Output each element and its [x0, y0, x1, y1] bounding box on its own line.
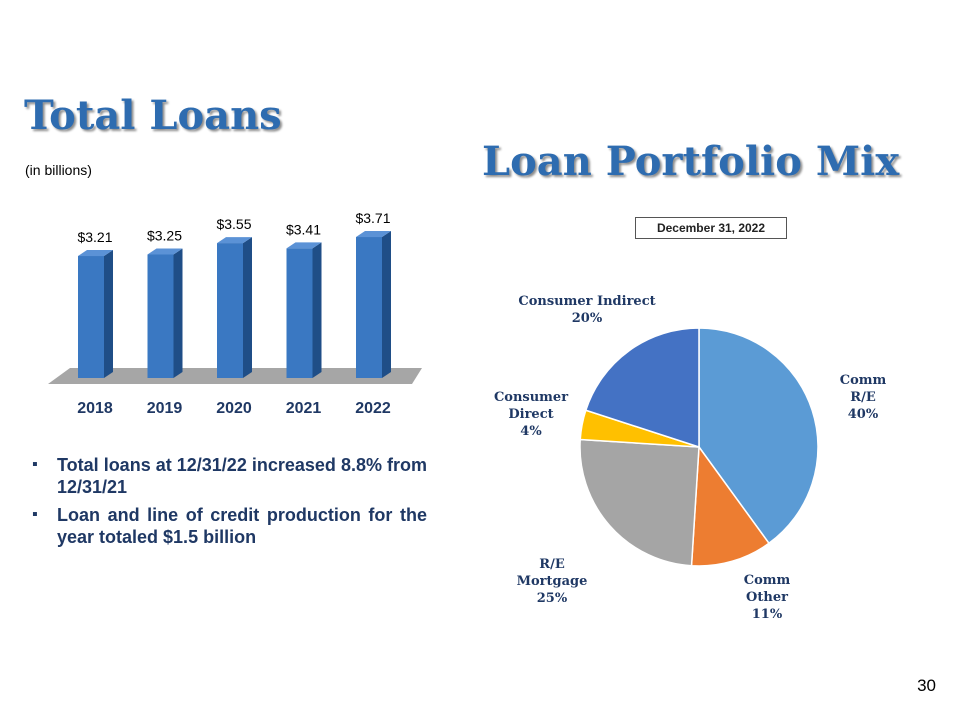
- bar-side: [104, 250, 113, 378]
- bullet-item: Total loans at 12/31/22 increased 8.8% f…: [32, 454, 427, 498]
- bar-top: [147, 248, 183, 255]
- bar-value-label: $3.55: [216, 216, 251, 232]
- pie-slice-label: Consumer Indirect 20%: [518, 294, 655, 326]
- date-label-box: December 31, 2022: [635, 217, 787, 239]
- page-number: 30: [917, 676, 936, 695]
- bar-value-label: $3.25: [147, 228, 182, 244]
- bar-front: [147, 254, 174, 378]
- units-note: (in billions): [25, 162, 92, 178]
- pie-slice: [579, 438, 700, 567]
- bar-front: [356, 237, 382, 378]
- total-loans-title: Total Loans: [24, 92, 282, 139]
- bar-category-label: 2020: [216, 400, 252, 417]
- bar-category-label: 2018: [77, 400, 113, 417]
- bar-value-label: $3.71: [355, 210, 390, 226]
- loan-portfolio-pie-chart: Comm R/E 40% Comm Other 11% R/E Mortgage 25% Cons…: [494, 294, 887, 622]
- pie-slice-label: Consumer Direct 4%: [494, 390, 568, 439]
- bar-2019: [147, 248, 183, 378]
- bar-top: [286, 242, 322, 249]
- pie-slice-label: R/E Mortgage 25%: [517, 557, 588, 606]
- loan-portfolio-mix-title: Loan Portfolio Mix: [482, 138, 900, 185]
- bar-top: [78, 250, 113, 257]
- total-loans-bar-chart: $3.21 2018 $3.25 2019 $3.55 2020 $3.41 2021 $3.7…: [48, 210, 422, 417]
- bar-2021: [286, 242, 322, 378]
- bar-value-label: $3.41: [286, 221, 321, 237]
- bar-front: [286, 248, 313, 378]
- pie-slice-label: Comm Other 11%: [744, 573, 791, 622]
- bar-side: [243, 237, 252, 378]
- bullet-item: Loan and line of credit production for t…: [32, 504, 427, 548]
- bar-top: [356, 231, 391, 238]
- bar-category-label: 2022: [355, 400, 391, 417]
- bar-2020: [217, 237, 252, 378]
- bar-front: [217, 243, 243, 378]
- pie-slice: [698, 327, 819, 545]
- bar-top: [217, 237, 252, 244]
- bar-value-label: $3.21: [77, 229, 112, 245]
- bar-category-label: 2019: [147, 400, 183, 417]
- bar-side: [173, 248, 183, 378]
- bar-side: [382, 231, 391, 378]
- bar-side: [312, 242, 322, 378]
- bar-2018: [78, 250, 113, 378]
- bar-front: [78, 256, 104, 378]
- pie-slice-label: Comm R/E 40%: [840, 373, 887, 422]
- bullet-list: Total loans at 12/31/22 increased 8.8% f…: [32, 454, 427, 554]
- bar-category-label: 2021: [286, 400, 322, 417]
- pie-slice: [584, 327, 700, 449]
- pie-slice: [690, 444, 770, 567]
- bar-2022: [356, 231, 391, 378]
